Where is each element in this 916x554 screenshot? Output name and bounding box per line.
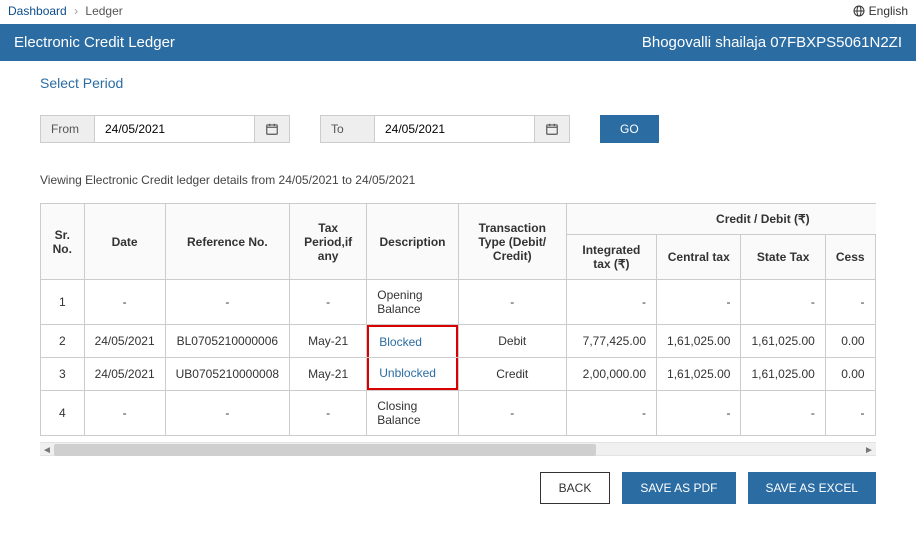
scroll-left-arrow-icon[interactable]: ◄: [40, 443, 54, 457]
language-label: English: [869, 4, 908, 18]
th-date: Date: [84, 204, 165, 280]
cell-total: -: [875, 391, 876, 436]
cell-total: 10,99,475.0: [875, 325, 876, 358]
table-row: 2 24/05/2021 BL0705210000006 May-21 Bloc…: [41, 325, 877, 358]
from-date-input[interactable]: [95, 115, 255, 143]
cell-trans: Debit: [458, 325, 566, 358]
cell-date: -: [84, 280, 165, 325]
footer-buttons: BACK SAVE AS PDF SAVE AS EXCEL: [40, 472, 876, 504]
from-calendar-button[interactable]: [255, 115, 290, 143]
th-total: Total: [875, 235, 876, 280]
calendar-icon: [265, 122, 279, 136]
cell-sr: 4: [41, 391, 85, 436]
cell-ref: UB0705210000008: [165, 358, 289, 391]
cell-state: -: [741, 391, 825, 436]
cell-cess: 0.00: [825, 358, 875, 391]
cell-central: -: [657, 391, 741, 436]
to-date-input[interactable]: [375, 115, 535, 143]
cell-date: -: [84, 391, 165, 436]
language-selector[interactable]: English: [853, 4, 908, 18]
cell-integrated: 2,00,000.00: [566, 358, 656, 391]
breadcrumb-root-link[interactable]: Dashboard: [8, 4, 67, 18]
cell-state: 1,61,025.00: [741, 325, 825, 358]
go-button[interactable]: GO: [600, 115, 659, 143]
from-group: From: [40, 115, 290, 143]
cell-trans: -: [458, 280, 566, 325]
cell-trans: Credit: [458, 358, 566, 391]
to-group: To: [320, 115, 570, 143]
cell-total: -: [875, 280, 876, 325]
save-pdf-button[interactable]: SAVE AS PDF: [622, 472, 735, 504]
save-excel-button[interactable]: SAVE AS EXCEL: [748, 472, 877, 504]
table-scroll-container[interactable]: Sr. No. Date Reference No. Tax Period,if…: [40, 203, 876, 436]
scroll-right-arrow-icon[interactable]: ►: [862, 443, 876, 457]
th-period: Tax Period,if any: [290, 204, 367, 280]
globe-icon: [853, 5, 865, 17]
cell-date: 24/05/2021: [84, 358, 165, 391]
cell-integrated: 7,77,425.00: [566, 325, 656, 358]
cell-cess: -: [825, 391, 875, 436]
breadcrumb: Dashboard › Ledger: [8, 4, 123, 18]
th-sr: Sr. No.: [41, 204, 85, 280]
content-area: Select Period From To GO Viewing Electro…: [0, 61, 916, 524]
page-title: Electronic Credit Ledger: [14, 34, 175, 51]
blocked-link[interactable]: Blocked: [379, 335, 422, 349]
th-ref: Reference No.: [165, 204, 289, 280]
from-label: From: [40, 115, 95, 143]
cell-desc: Closing Balance: [367, 391, 459, 436]
cell-sr: 3: [41, 358, 85, 391]
cell-ref: -: [165, 391, 289, 436]
cell-central: 1,61,025.00: [657, 325, 741, 358]
to-calendar-button[interactable]: [535, 115, 570, 143]
cell-sr: 2: [41, 325, 85, 358]
th-cess: Cess: [825, 235, 875, 280]
scrollbar-thumb[interactable]: [54, 444, 596, 456]
cell-desc: Unblocked: [367, 358, 459, 391]
section-title: Select Period: [40, 75, 876, 91]
page-header: Electronic Credit Ledger Bhogovalli shai…: [0, 24, 916, 61]
cell-total: 5,22,050.0: [875, 358, 876, 391]
cell-central: -: [657, 280, 741, 325]
back-button[interactable]: BACK: [540, 472, 611, 504]
table-row: 4 - - - Closing Balance - - - - - -: [41, 391, 877, 436]
cell-ref: -: [165, 280, 289, 325]
table-row: 3 24/05/2021 UB0705210000008 May-21 Unbl…: [41, 358, 877, 391]
cell-state: -: [741, 280, 825, 325]
th-credit-debit-group: Credit / Debit (₹): [566, 204, 876, 235]
cell-central: 1,61,025.00: [657, 358, 741, 391]
breadcrumb-current: Ledger: [85, 4, 122, 18]
cell-period: -: [290, 391, 367, 436]
cell-integrated: -: [566, 280, 656, 325]
period-row: From To GO: [40, 115, 876, 143]
top-bar: Dashboard › Ledger English: [0, 0, 916, 22]
th-state: State Tax: [741, 235, 825, 280]
horizontal-scrollbar[interactable]: ◄ ►: [40, 442, 876, 456]
table-row: 1 - - - Opening Balance - - - - - -: [41, 280, 877, 325]
user-info: Bhogovalli shailaja 07FBXPS5061N2ZI: [642, 34, 902, 51]
cell-cess: -: [825, 280, 875, 325]
to-label: To: [320, 115, 375, 143]
th-trans: Transaction Type (Debit/ Credit): [458, 204, 566, 280]
cell-cess: 0.00: [825, 325, 875, 358]
cell-period: -: [290, 280, 367, 325]
th-desc: Description: [367, 204, 459, 280]
cell-trans: -: [458, 391, 566, 436]
calendar-icon: [545, 122, 559, 136]
cell-period: May-21: [290, 358, 367, 391]
cell-ref: BL0705210000006: [165, 325, 289, 358]
cell-state: 1,61,025.00: [741, 358, 825, 391]
cell-desc: Blocked: [367, 325, 459, 358]
cell-desc: Opening Balance: [367, 280, 459, 325]
th-central: Central tax: [657, 235, 741, 280]
cell-period: May-21: [290, 325, 367, 358]
ledger-table: Sr. No. Date Reference No. Tax Period,if…: [40, 203, 876, 436]
viewing-text: Viewing Electronic Credit ledger details…: [40, 173, 876, 187]
th-integrated: Integrated tax (₹): [566, 235, 656, 280]
cell-integrated: -: [566, 391, 656, 436]
cell-date: 24/05/2021: [84, 325, 165, 358]
table-header-row-1: Sr. No. Date Reference No. Tax Period,if…: [41, 204, 877, 235]
cell-sr: 1: [41, 280, 85, 325]
unblocked-link[interactable]: Unblocked: [379, 366, 436, 380]
chevron-right-icon: ›: [74, 4, 78, 18]
